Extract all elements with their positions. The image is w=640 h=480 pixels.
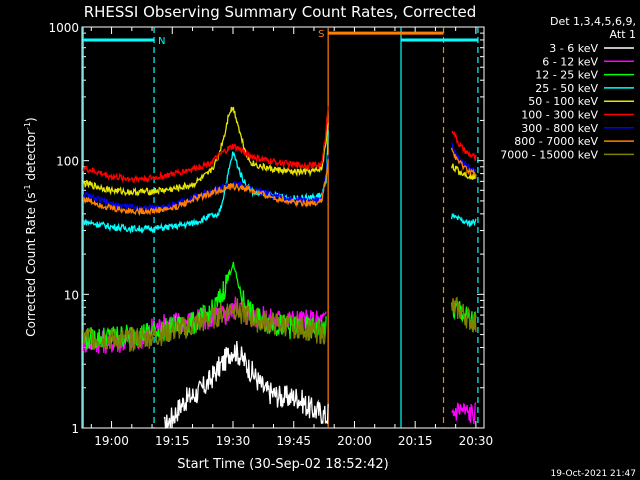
- series-line: [450, 212, 477, 228]
- flag-bars: NS: [83, 29, 478, 47]
- legend-entry-label: 6 - 12 keV: [542, 55, 598, 68]
- y-label-mid: detector: [24, 130, 38, 185]
- legend-entry-label: 50 - 100 keV: [528, 95, 598, 108]
- series-line: [82, 106, 329, 197]
- legend-entry-label: 7000 - 15000 keV: [500, 148, 598, 161]
- y-tick-label: 1000: [48, 21, 79, 35]
- series-line: [82, 296, 327, 354]
- legend-entry-label: 3 - 6 keV: [549, 42, 598, 55]
- series-line: [82, 159, 329, 217]
- y-label-main: Corrected Count Rate (s: [24, 192, 38, 336]
- series-line: [450, 296, 477, 333]
- x-tick-label: 19:00: [94, 434, 129, 448]
- x-tick-label: 20:00: [337, 434, 372, 448]
- series-line: [450, 301, 477, 330]
- legend-entry-label: 300 - 800 keV: [521, 122, 598, 135]
- series-line: [82, 106, 329, 184]
- x-tick-label: 19:30: [216, 434, 251, 448]
- legend-header-line1: Det 1,3,4,5,6,9,: [550, 15, 636, 28]
- y-tick-labels: 1 10 100 1000: [48, 21, 79, 436]
- legend-header-line2: Att 1: [610, 28, 636, 41]
- plot-frame: [81, 26, 485, 429]
- render-timestamp: 19-Oct-2021 21:47: [551, 469, 636, 479]
- series-line: [451, 402, 477, 425]
- y-label-sup2: -1: [23, 122, 32, 130]
- legend-entry-label: 12 - 25 keV: [535, 69, 598, 82]
- y-label-sup1: -1: [23, 184, 32, 192]
- x-tick-label: 20:30: [459, 434, 494, 448]
- flag-label: S: [318, 29, 324, 40]
- legend-entry-label: 100 - 300 keV: [521, 109, 598, 122]
- chart-title: RHESSI Observing Summary Count Rates, Co…: [84, 3, 477, 21]
- y-tick-label: 100: [56, 155, 79, 169]
- x-tick-label: 19:45: [276, 434, 311, 448]
- x-axis-label: Start Time (30-Sep-02 18:52:42): [177, 457, 388, 472]
- y-tick-label: 1: [71, 422, 79, 436]
- x-tick-label: 20:15: [398, 434, 433, 448]
- legend-entry-label: 800 - 7000 keV: [514, 135, 598, 148]
- series-line: [82, 130, 329, 235]
- series-line: [163, 340, 329, 429]
- series-line: [450, 163, 477, 181]
- series-line: [451, 130, 477, 161]
- y-axis-label: Corrected Count Rate (s-1 detector-1): [23, 117, 38, 336]
- y-tick-label: 10: [64, 288, 79, 302]
- series-lines: [82, 106, 477, 429]
- y-label-end: ): [24, 117, 38, 122]
- x-tick-label: 19:15: [155, 434, 190, 448]
- attenuator-lines: [82, 27, 479, 428]
- legend-entry-label: 25 - 50 keV: [535, 82, 598, 95]
- x-tick-labels: 19:00 19:15 19:30 19:45 20:00 20:15 20:30: [94, 434, 493, 448]
- flag-label: N: [158, 36, 165, 47]
- series-line: [450, 147, 477, 179]
- series-line: [82, 298, 327, 352]
